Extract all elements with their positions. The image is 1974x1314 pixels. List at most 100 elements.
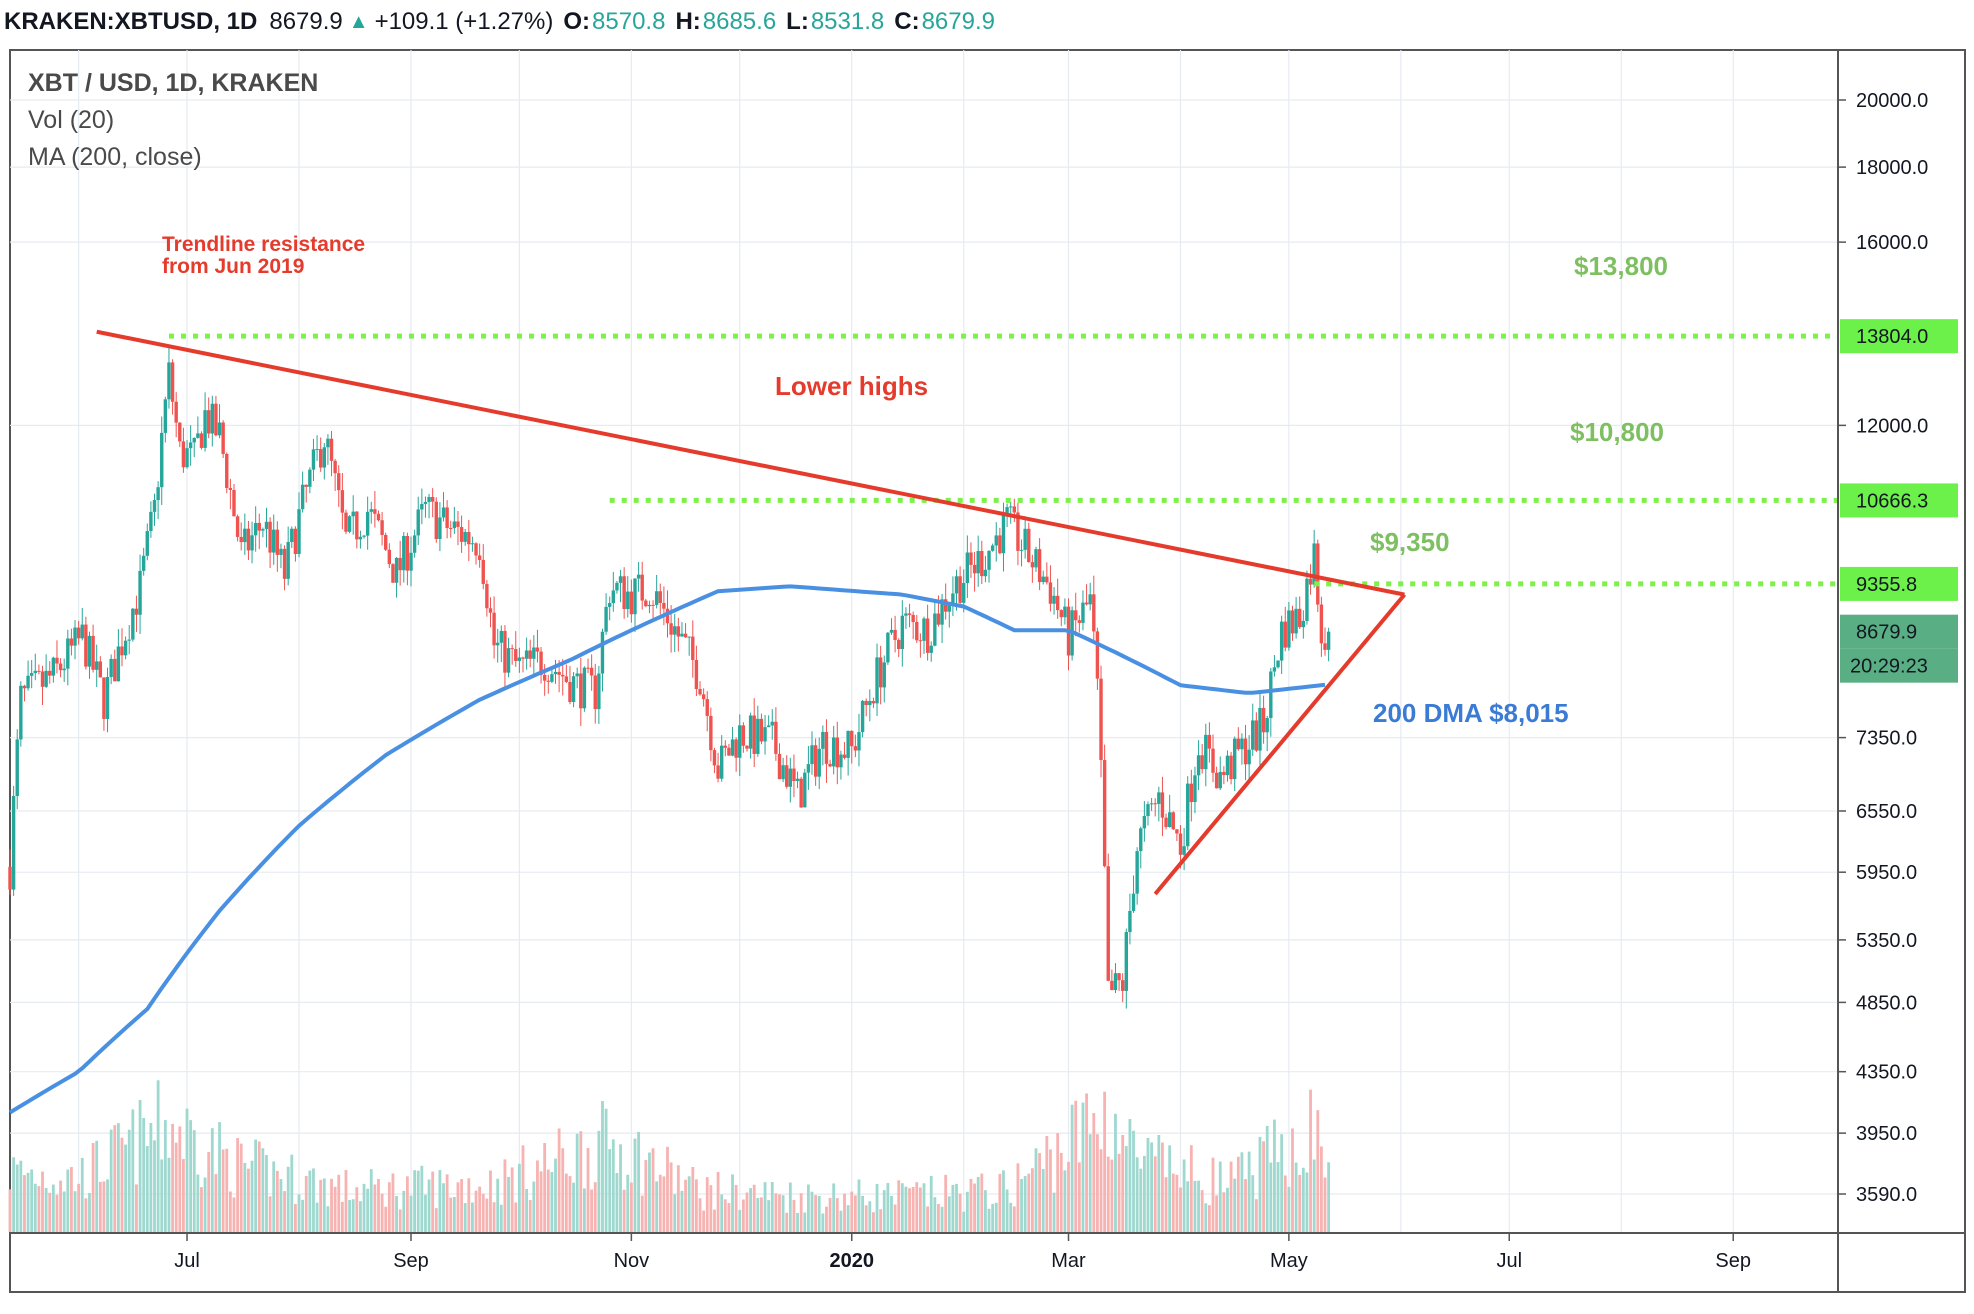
candle-body (380, 520, 384, 535)
candle-body (402, 535, 406, 571)
volume-bar (1258, 1136, 1262, 1232)
candle-body (87, 635, 92, 667)
volume-bar (1124, 1146, 1128, 1232)
volume-bar (1077, 1162, 1081, 1232)
volume-bar (933, 1197, 937, 1232)
volume-bar (760, 1197, 763, 1232)
volume-bar (380, 1193, 384, 1232)
candle-body (676, 626, 681, 637)
volume-bar (51, 1184, 55, 1232)
volume-bar (138, 1100, 142, 1232)
volume-bar (452, 1197, 456, 1232)
candle-body (860, 700, 865, 733)
candle-body (376, 513, 381, 521)
candle-body (716, 765, 720, 779)
candle-body (528, 650, 532, 659)
candle-body (192, 437, 196, 443)
price-chart[interactable]: 20000.0 18000.0 16000.0 12000.0 7350.0 6550.0… (0, 44, 1974, 1314)
candle-body (766, 725, 771, 728)
candle-body (311, 449, 316, 470)
volume-bar (449, 1197, 453, 1232)
candle-body (109, 658, 113, 677)
volume-bar (326, 1206, 330, 1232)
candle-body (980, 550, 984, 577)
symbol-title[interactable]: KRAKEN:XBTUSD, 1D (4, 8, 258, 35)
candle-body (521, 657, 525, 659)
candle-body (225, 453, 229, 488)
candle-body (1095, 631, 1100, 679)
legend-vol[interactable]: Vol (20) (28, 106, 114, 134)
volume-bar (340, 1201, 344, 1232)
volume-bar (1153, 1156, 1157, 1232)
volume-bar (1045, 1136, 1049, 1232)
candle-body (84, 624, 88, 667)
volume-bar (723, 1199, 727, 1232)
candle-body (145, 531, 149, 556)
volume-bar (185, 1108, 189, 1232)
volume-bar (1063, 1170, 1067, 1232)
candle-body (1117, 973, 1121, 981)
low-label: L: (786, 8, 809, 35)
volume-bar (918, 1187, 922, 1232)
volume-bar (926, 1206, 930, 1232)
volume-bar (832, 1183, 836, 1232)
volume-bar (402, 1190, 406, 1232)
candle-body (1099, 678, 1103, 761)
volume-bar (1030, 1168, 1034, 1232)
tag-countdown: 20:29:23 (1850, 656, 1928, 678)
volume-bar (247, 1168, 250, 1232)
candle-body (983, 569, 988, 577)
last-price: 8679.9 (269, 8, 343, 35)
volume-bar (489, 1170, 492, 1232)
volume-bar (814, 1195, 818, 1232)
candle-body (1287, 610, 1291, 648)
candle-body (73, 627, 77, 646)
volume-bar (839, 1210, 843, 1232)
volume-bar (293, 1204, 297, 1232)
candle-body (936, 613, 941, 625)
price-axis[interactable]: 20000.0 18000.0 16000.0 12000.0 7350.0 6550.0… (1838, 90, 1928, 1206)
ytick-label-4: 7350.0 (1856, 728, 1917, 750)
candle-body (673, 626, 677, 635)
candle-body (351, 511, 355, 517)
candle-body (26, 675, 30, 689)
volume-bar (1041, 1169, 1045, 1232)
candle-body (1283, 621, 1287, 648)
ytick-label-6: 5950.0 (1856, 862, 1917, 884)
legend-ma[interactable]: MA (200, close) (28, 143, 202, 171)
candle-body (579, 673, 583, 709)
candle-body (651, 604, 655, 606)
volume-bar (478, 1186, 482, 1232)
time-axis[interactable]: Jul Sep Nov 2020 Mar May Jul Sep (174, 1233, 1751, 1272)
candle-body (911, 614, 915, 623)
candle-body (315, 449, 319, 451)
candle-body (831, 737, 836, 767)
volume-bar (312, 1168, 315, 1232)
candle-body (575, 673, 579, 677)
volume-bar (333, 1186, 337, 1232)
volume-bar (984, 1190, 987, 1232)
candle-body (1218, 771, 1222, 789)
candle-body (571, 676, 576, 703)
volume-bar (19, 1160, 23, 1232)
volume-bar (806, 1184, 810, 1232)
volume-bar (658, 1174, 662, 1232)
volume-bar (821, 1213, 825, 1232)
volume-bar (481, 1193, 485, 1232)
candle-body (1030, 562, 1035, 568)
candle-body (524, 650, 529, 659)
candle-body (463, 531, 467, 542)
volume-bar (257, 1141, 261, 1232)
annotation-200dma: 200 DMA $8,015 (1373, 698, 1569, 728)
legend-title[interactable]: XBT / USD, 1D, KRAKEN (28, 69, 318, 97)
volume-bar (734, 1184, 738, 1232)
volume-bar (546, 1169, 550, 1232)
volume-bar (178, 1126, 182, 1232)
volume-bar (1128, 1119, 1132, 1232)
candle-body (1009, 506, 1013, 508)
candle-body (600, 631, 605, 674)
candle-body (1106, 866, 1110, 981)
volume-bar (774, 1193, 778, 1232)
candle-body (69, 638, 74, 646)
volume-bar (597, 1130, 601, 1232)
